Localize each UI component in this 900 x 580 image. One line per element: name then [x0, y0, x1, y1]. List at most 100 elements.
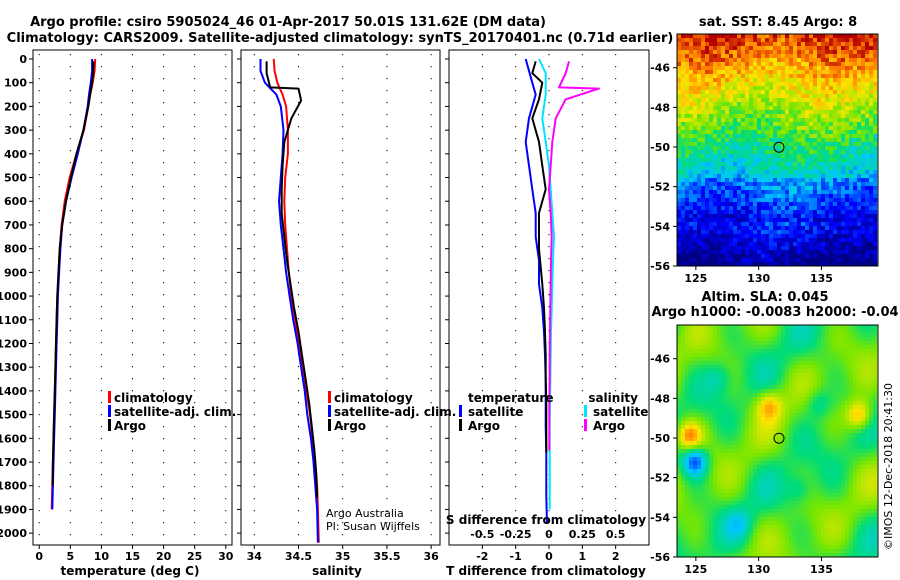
map-cell: [781, 234, 786, 239]
map-cell: [745, 78, 750, 83]
map-cell: [749, 397, 754, 402]
map-cell: [693, 409, 698, 414]
map-cell: [865, 393, 870, 398]
map-cell: [777, 369, 782, 374]
map-cell: [685, 242, 690, 247]
map-cell: [689, 262, 694, 267]
map-cell: [853, 62, 858, 67]
map-cell: [689, 174, 694, 179]
map-cell: [813, 38, 818, 43]
map-cell: [841, 142, 846, 147]
x-tick-label: 0: [545, 550, 553, 563]
map-cell: [693, 405, 698, 410]
map-cell: [793, 34, 798, 39]
map-cell: [697, 385, 702, 390]
map-cell: [765, 250, 770, 255]
map-cell: [785, 154, 790, 159]
map-cell: [845, 102, 850, 107]
map-cell: [761, 345, 766, 350]
map-cell: [849, 50, 854, 55]
map-cell: [705, 154, 710, 159]
map-cell: [701, 146, 706, 151]
map-cell: [849, 329, 854, 334]
map-cell: [677, 389, 682, 394]
map-cell: [765, 214, 770, 219]
map-cell: [801, 62, 806, 67]
map-cell: [833, 34, 838, 39]
map-cell: [741, 102, 746, 107]
map-cell: [765, 150, 770, 155]
map-cell: [793, 106, 798, 111]
map-cell: [737, 66, 742, 71]
map-cell: [817, 349, 822, 354]
map-cell: [841, 58, 846, 63]
map-cell: [809, 154, 814, 159]
map-cell: [725, 393, 730, 398]
map-cell: [813, 170, 818, 175]
map-cell: [869, 54, 874, 59]
map-cell: [805, 86, 810, 91]
map-cell: [729, 246, 734, 251]
map-cell: [717, 114, 722, 119]
map-cell: [717, 54, 722, 59]
map-cell: [681, 58, 686, 63]
map-cell: [681, 62, 686, 67]
map-cell: [693, 74, 698, 79]
map-cell: [829, 397, 834, 402]
map-cell: [713, 369, 718, 374]
map-cell: [813, 154, 818, 159]
map-cell: [717, 146, 722, 151]
map-cell: [813, 226, 818, 231]
map-cell: [757, 62, 762, 67]
map-cell: [765, 46, 770, 51]
map-cell: [725, 341, 730, 346]
map-cell: [721, 206, 726, 211]
map-cell: [685, 393, 690, 398]
map-cell: [817, 409, 822, 414]
map-cell: [805, 94, 810, 99]
map-cell: [769, 409, 774, 414]
map-cell: [677, 134, 682, 139]
map-cell: [821, 226, 826, 231]
map-cell: [741, 58, 746, 63]
map-cell: [717, 421, 722, 426]
map-cell: [765, 94, 770, 99]
map-cell: [697, 397, 702, 402]
map-cell: [753, 146, 758, 151]
map-cell: [745, 90, 750, 95]
map-cell: [777, 357, 782, 362]
map-cell: [693, 66, 698, 71]
map-cell: [689, 365, 694, 370]
map-cell: [793, 94, 798, 99]
map-cell: [837, 182, 842, 187]
map-cell: [817, 62, 822, 67]
map-cell: [713, 170, 718, 175]
map-cell: [793, 353, 798, 358]
map-cell: [733, 405, 738, 410]
map-cell: [861, 405, 866, 410]
map-cell: [869, 122, 874, 127]
map-cell: [717, 106, 722, 111]
map-cell: [725, 174, 730, 179]
map-cell: [797, 222, 802, 227]
map-cell: [857, 341, 862, 346]
map-cell: [729, 325, 734, 330]
map-cell: [721, 158, 726, 163]
map-cell: [809, 194, 814, 199]
map-cell: [869, 158, 874, 163]
map-cell: [745, 345, 750, 350]
map-cell: [733, 118, 738, 123]
map-cell: [713, 341, 718, 346]
x-tick-label: 36: [423, 550, 439, 563]
map-cell: [833, 361, 838, 366]
map-cell: [821, 34, 826, 39]
map-cell: [865, 86, 870, 91]
map-cell: [697, 238, 702, 243]
map-cell: [765, 238, 770, 243]
map-cell: [701, 385, 706, 390]
map-cell: [869, 254, 874, 259]
map-cell: [805, 166, 810, 171]
map-cell: [825, 118, 830, 123]
map-cell: [741, 413, 746, 418]
map-cell: [793, 218, 798, 223]
